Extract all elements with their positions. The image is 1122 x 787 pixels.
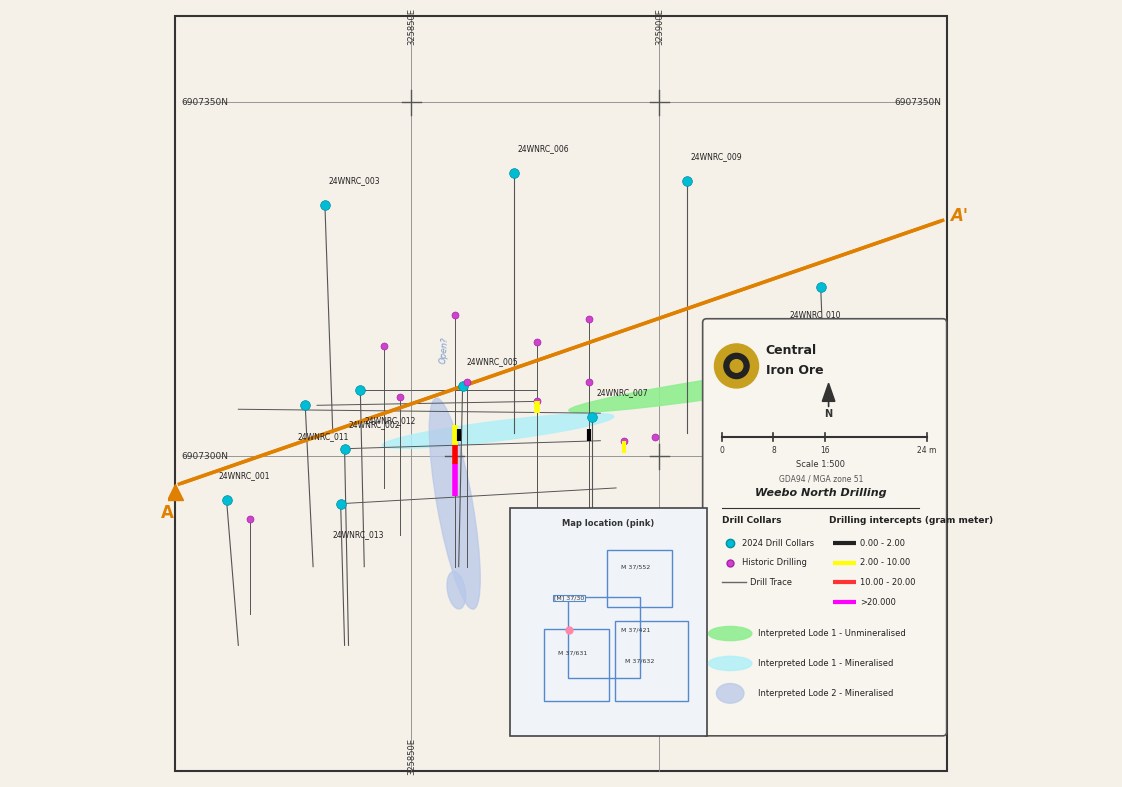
Text: 6907350N: 6907350N (894, 98, 941, 107)
Text: M 37/632: M 37/632 (625, 659, 654, 663)
Text: Interpreted Lode 1 - Mineralised: Interpreted Lode 1 - Mineralised (757, 659, 893, 668)
Ellipse shape (383, 413, 614, 449)
Text: 24WNRC_013: 24WNRC_013 (333, 530, 384, 539)
Text: 2.00 - 10.00: 2.00 - 10.00 (861, 558, 910, 567)
Text: 24WNRC_009: 24WNRC_009 (691, 153, 743, 161)
Text: 325850E: 325850E (407, 738, 416, 775)
Text: Central: Central (765, 344, 817, 357)
Text: Historic Drilling: Historic Drilling (742, 558, 807, 567)
Text: >20.000: >20.000 (861, 597, 896, 607)
FancyBboxPatch shape (702, 319, 947, 736)
Text: 24WNRC_007: 24WNRC_007 (597, 389, 649, 397)
Text: 24WNRC_006: 24WNRC_006 (517, 145, 569, 153)
Text: M 37/552: M 37/552 (622, 564, 651, 569)
Text: 16: 16 (820, 446, 829, 455)
Text: 24WNRC_008: 24WNRC_008 (715, 349, 766, 358)
Text: 8: 8 (771, 446, 776, 455)
Text: 24WNRC_012: 24WNRC_012 (365, 416, 415, 425)
Text: [M] 37/30: [M] 37/30 (554, 596, 583, 600)
Text: GDA94 / MGA zone 51: GDA94 / MGA zone 51 (779, 475, 863, 483)
Text: M 37/631: M 37/631 (558, 651, 588, 656)
Text: 325900E: 325900E (655, 8, 664, 45)
Text: 6907350N: 6907350N (181, 98, 228, 107)
Text: Iron Ore: Iron Ore (765, 364, 824, 377)
Text: N: N (825, 409, 833, 419)
Text: 24WNRC_001: 24WNRC_001 (219, 471, 270, 480)
Text: 24WNRC_002: 24WNRC_002 (349, 420, 401, 429)
Text: 0.00 - 2.00: 0.00 - 2.00 (861, 538, 905, 548)
Text: Interpreted Lode 1 - Unmineralised: Interpreted Lode 1 - Unmineralised (757, 629, 905, 638)
Text: M 37/421: M 37/421 (622, 627, 651, 632)
Text: Open?: Open? (439, 337, 450, 364)
Text: Weebo North Drilling: Weebo North Drilling (755, 488, 886, 498)
Text: Drilling intercepts (gram meter): Drilling intercepts (gram meter) (828, 516, 993, 526)
Text: Drill Collars: Drill Collars (723, 516, 782, 526)
Polygon shape (822, 383, 835, 401)
Circle shape (724, 353, 749, 379)
Text: 24WNRC_003: 24WNRC_003 (329, 176, 380, 185)
Circle shape (730, 360, 743, 372)
Text: 0: 0 (720, 446, 725, 455)
FancyBboxPatch shape (509, 508, 707, 736)
Text: A: A (162, 504, 174, 522)
Text: 24WNRC_010: 24WNRC_010 (789, 310, 840, 319)
Text: 2024 Drill Collars: 2024 Drill Collars (742, 538, 815, 548)
Ellipse shape (717, 683, 744, 704)
Text: Scale 1:500: Scale 1:500 (797, 460, 845, 469)
Text: A': A' (950, 208, 968, 225)
Text: 24WNRC_011: 24WNRC_011 (297, 432, 349, 441)
Text: 24WNRC_005: 24WNRC_005 (467, 357, 518, 366)
Ellipse shape (569, 359, 900, 412)
Text: Drill Trace: Drill Trace (749, 578, 792, 587)
Ellipse shape (709, 656, 752, 671)
Ellipse shape (709, 626, 752, 641)
Text: 10.00 - 20.00: 10.00 - 20.00 (861, 578, 916, 587)
Text: 325850E: 325850E (407, 8, 416, 45)
Text: Map location (pink): Map location (pink) (562, 519, 654, 528)
Text: Interpreted Lode 2 - Mineralised: Interpreted Lode 2 - Mineralised (757, 689, 893, 698)
Circle shape (715, 344, 758, 388)
Text: 6907300N: 6907300N (181, 452, 228, 461)
Ellipse shape (430, 398, 480, 609)
Text: 24 m: 24 m (918, 446, 937, 455)
Ellipse shape (447, 571, 466, 609)
